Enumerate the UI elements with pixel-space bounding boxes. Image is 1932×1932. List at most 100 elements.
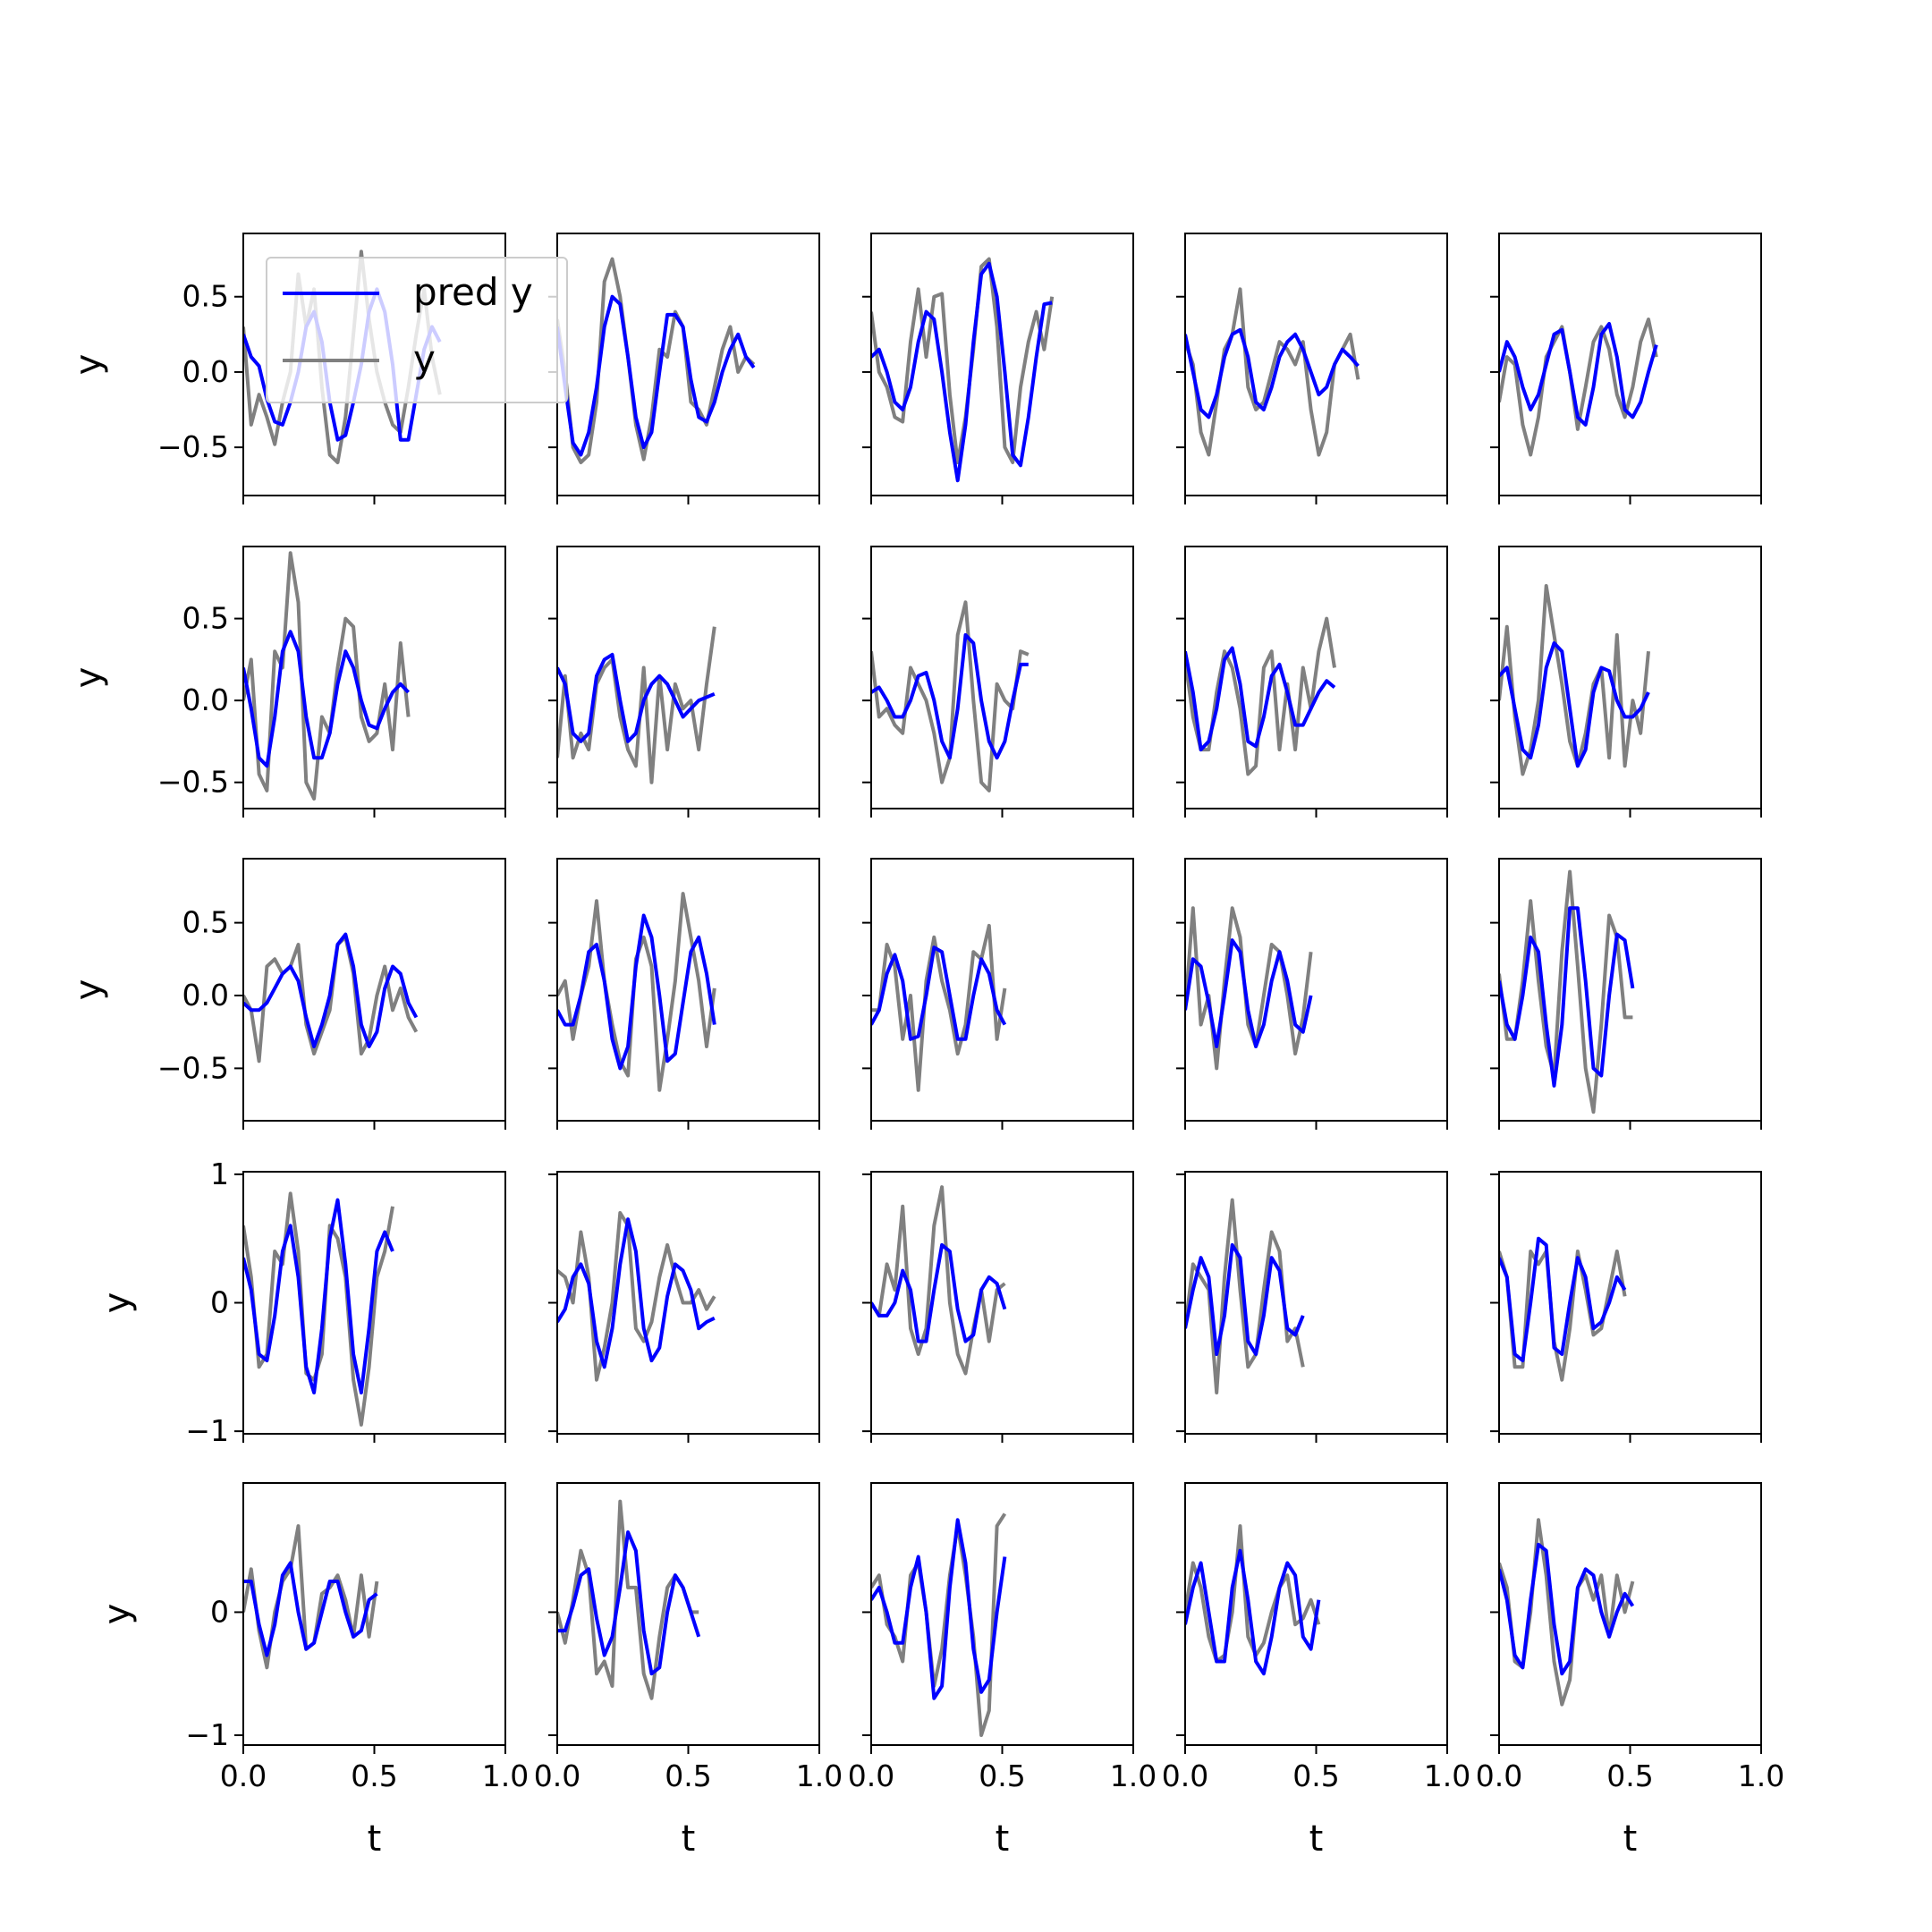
axes-frame bbox=[242, 1482, 506, 1746]
series-line-pred bbox=[243, 630, 411, 768]
series-line-pred bbox=[243, 1198, 394, 1394]
series-group bbox=[243, 1191, 394, 1427]
legend-label-pred: pred y bbox=[413, 270, 533, 314]
y-tick-label: −0.5 bbox=[157, 1050, 229, 1085]
series-group bbox=[1499, 318, 1658, 457]
subplot-r4-c2 bbox=[548, 1171, 820, 1443]
series-line-y bbox=[1499, 1518, 1635, 1707]
y-axis-label: y bbox=[97, 1292, 138, 1314]
y-tick-label: 0 bbox=[210, 1594, 229, 1629]
series-line-pred bbox=[1499, 1236, 1627, 1363]
subplot-r2-c1: −0.5 0.0 0.5 y bbox=[68, 546, 506, 818]
y-tick-label: −0.5 bbox=[157, 765, 229, 800]
x-axis-label: t bbox=[682, 1818, 696, 1860]
x-tick-label: 0.0 bbox=[220, 1758, 267, 1793]
subplot-grid: −0.50.00.5y−0.50.00.5y−0.50.00.5y−101y−1… bbox=[68, 233, 1784, 1860]
series-group bbox=[871, 1185, 1007, 1376]
series-line-pred bbox=[557, 652, 716, 743]
subplot-r3-c4 bbox=[1176, 858, 1448, 1130]
subplot-r2-c4 bbox=[1176, 546, 1448, 818]
subplot-r4-c4 bbox=[1176, 1171, 1448, 1443]
x-tick-label: 0.5 bbox=[1606, 1758, 1653, 1793]
x-axis-label: t bbox=[1309, 1818, 1324, 1860]
x-tick-label: 1.0 bbox=[1110, 1758, 1157, 1793]
x-tick-label: 1.0 bbox=[482, 1758, 529, 1793]
legend-label-y: y bbox=[413, 337, 436, 381]
subplot-r3-c1: −0.5 0.0 0.5 y bbox=[68, 858, 506, 1130]
subplot-r1-c5 bbox=[1490, 233, 1762, 504]
series-line-y bbox=[557, 257, 756, 464]
x-tick-label: 0.0 bbox=[534, 1758, 580, 1793]
series-line-y bbox=[557, 1211, 716, 1382]
series-group bbox=[871, 923, 1007, 1092]
y-axis-label: y bbox=[68, 979, 109, 1001]
series-line-pred bbox=[1185, 938, 1313, 1048]
subplot-r3-c3 bbox=[862, 858, 1134, 1130]
subplot-r3-c5 bbox=[1490, 858, 1762, 1130]
series-line-y bbox=[1185, 287, 1360, 457]
subplot-r1-c3 bbox=[862, 233, 1134, 504]
legend: pred y y bbox=[266, 257, 568, 403]
x-tick-label: 1.0 bbox=[1424, 1758, 1470, 1793]
series-line-y bbox=[1499, 869, 1633, 1114]
subplot-r2-c2 bbox=[548, 546, 820, 818]
y-tick-label: 0.5 bbox=[182, 601, 229, 636]
x-tick-label: 0.0 bbox=[1476, 1758, 1522, 1793]
series-line-y bbox=[871, 923, 1007, 1092]
series-line-pred bbox=[1185, 327, 1360, 419]
y-tick-label: −0.5 bbox=[157, 429, 229, 464]
series-group bbox=[557, 257, 756, 464]
y-tick-label: 0.5 bbox=[182, 279, 229, 314]
series-line-pred bbox=[1499, 1542, 1635, 1676]
axes-frame bbox=[242, 858, 506, 1122]
series-line-pred bbox=[557, 913, 716, 1071]
y-tick-label: 0 bbox=[210, 1285, 229, 1320]
y-tick-label: 0.0 bbox=[182, 354, 229, 389]
series-group bbox=[871, 257, 1055, 483]
series-line-y bbox=[1185, 906, 1313, 1071]
subplot-r5-c1: −1 0 0.0 0.5 1.0 y t bbox=[97, 1482, 529, 1860]
series-group bbox=[557, 1499, 701, 1700]
subplot-r5-c5: 0.0 0.5 1.0 t bbox=[1476, 1482, 1784, 1860]
series-line-y bbox=[871, 1185, 1006, 1376]
series-group bbox=[1499, 869, 1635, 1114]
series-group bbox=[1499, 1518, 1635, 1707]
series-line-y bbox=[1185, 1524, 1321, 1664]
y-axis-label: y bbox=[68, 354, 109, 376]
x-tick-label: 0.5 bbox=[665, 1758, 711, 1793]
series-line-pred bbox=[243, 932, 419, 1048]
axes-frame bbox=[870, 1482, 1134, 1746]
x-axis-label: t bbox=[996, 1818, 1010, 1860]
x-tick-label: 0.0 bbox=[848, 1758, 894, 1793]
subplot-r2-c5 bbox=[1490, 546, 1762, 818]
y-tick-label: 1 bbox=[210, 1157, 229, 1191]
series-line-pred bbox=[871, 945, 1007, 1041]
x-tick-label: 0.5 bbox=[979, 1758, 1025, 1793]
series-line-y bbox=[871, 257, 1055, 464]
series-line-pred bbox=[1499, 641, 1650, 768]
series-line-pred bbox=[243, 1561, 378, 1657]
y-tick-label: −1 bbox=[185, 1717, 229, 1752]
subplot-r2-c3 bbox=[862, 546, 1134, 818]
subplot-r5-c2: 0.0 0.5 1.0 t bbox=[534, 1482, 843, 1860]
series-group bbox=[871, 1513, 1007, 1737]
series-group bbox=[1499, 584, 1650, 776]
x-axis-label: t bbox=[1623, 1818, 1638, 1860]
series-line-pred bbox=[871, 632, 1029, 760]
series-group bbox=[1499, 1236, 1627, 1382]
axes-frame bbox=[870, 858, 1134, 1122]
series-line-pred bbox=[243, 287, 442, 442]
subplot-r1-c4 bbox=[1176, 233, 1448, 504]
series-group bbox=[1185, 616, 1336, 776]
subplot-r5-c3: 0.0 0.5 1.0 t bbox=[848, 1482, 1157, 1860]
series-line-y bbox=[557, 626, 716, 784]
subplot-r4-c5 bbox=[1490, 1171, 1762, 1443]
axes-frame bbox=[870, 233, 1134, 496]
series-line-pred bbox=[557, 1217, 716, 1369]
axes-frame bbox=[1498, 233, 1762, 496]
x-axis-label: t bbox=[368, 1818, 382, 1860]
subplot-r1-c1: −0.5 0.0 0.5 y bbox=[68, 233, 506, 504]
series-group bbox=[243, 932, 419, 1063]
series-group bbox=[243, 551, 411, 801]
